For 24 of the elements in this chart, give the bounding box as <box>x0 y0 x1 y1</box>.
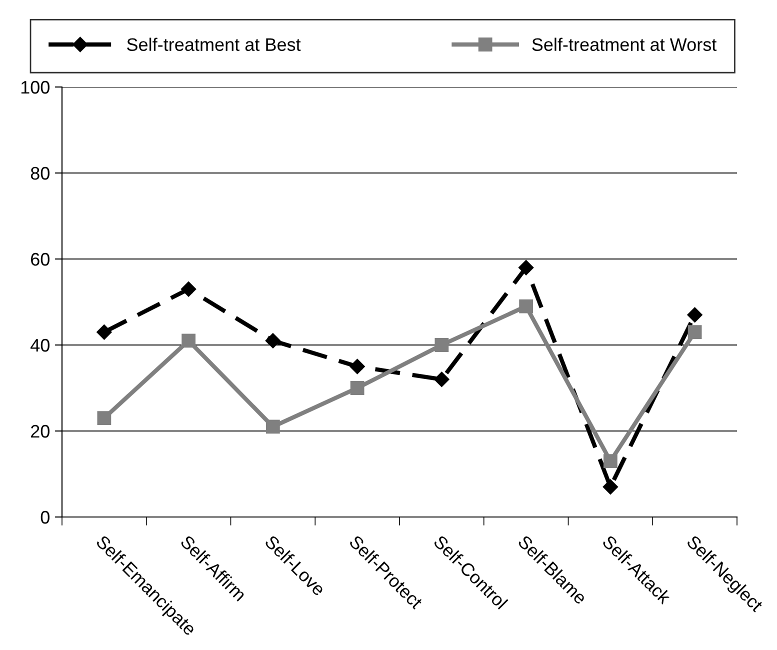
y-tick-label: 0 <box>40 510 50 524</box>
point <box>96 324 112 340</box>
point <box>519 299 534 314</box>
point <box>180 282 196 297</box>
point <box>350 358 365 374</box>
y-tick-label: 40 <box>30 338 50 352</box>
y-tick-label: 100 <box>21 80 50 94</box>
point <box>602 479 618 494</box>
point <box>265 333 281 348</box>
legend-label: Self-treatment at Best <box>127 38 301 51</box>
y-tick-label: 60 <box>31 252 50 266</box>
point <box>182 334 196 348</box>
point <box>518 260 534 276</box>
point <box>266 420 280 434</box>
point <box>434 338 449 352</box>
point <box>687 307 702 322</box>
y-tick-label: 20 <box>31 424 50 438</box>
point <box>97 411 112 426</box>
point <box>603 454 618 468</box>
point <box>350 381 364 395</box>
y-tick-label: 80 <box>30 166 50 180</box>
point <box>434 372 450 387</box>
legend-label: Self-treatment at Worst <box>532 38 717 51</box>
point <box>688 325 702 340</box>
